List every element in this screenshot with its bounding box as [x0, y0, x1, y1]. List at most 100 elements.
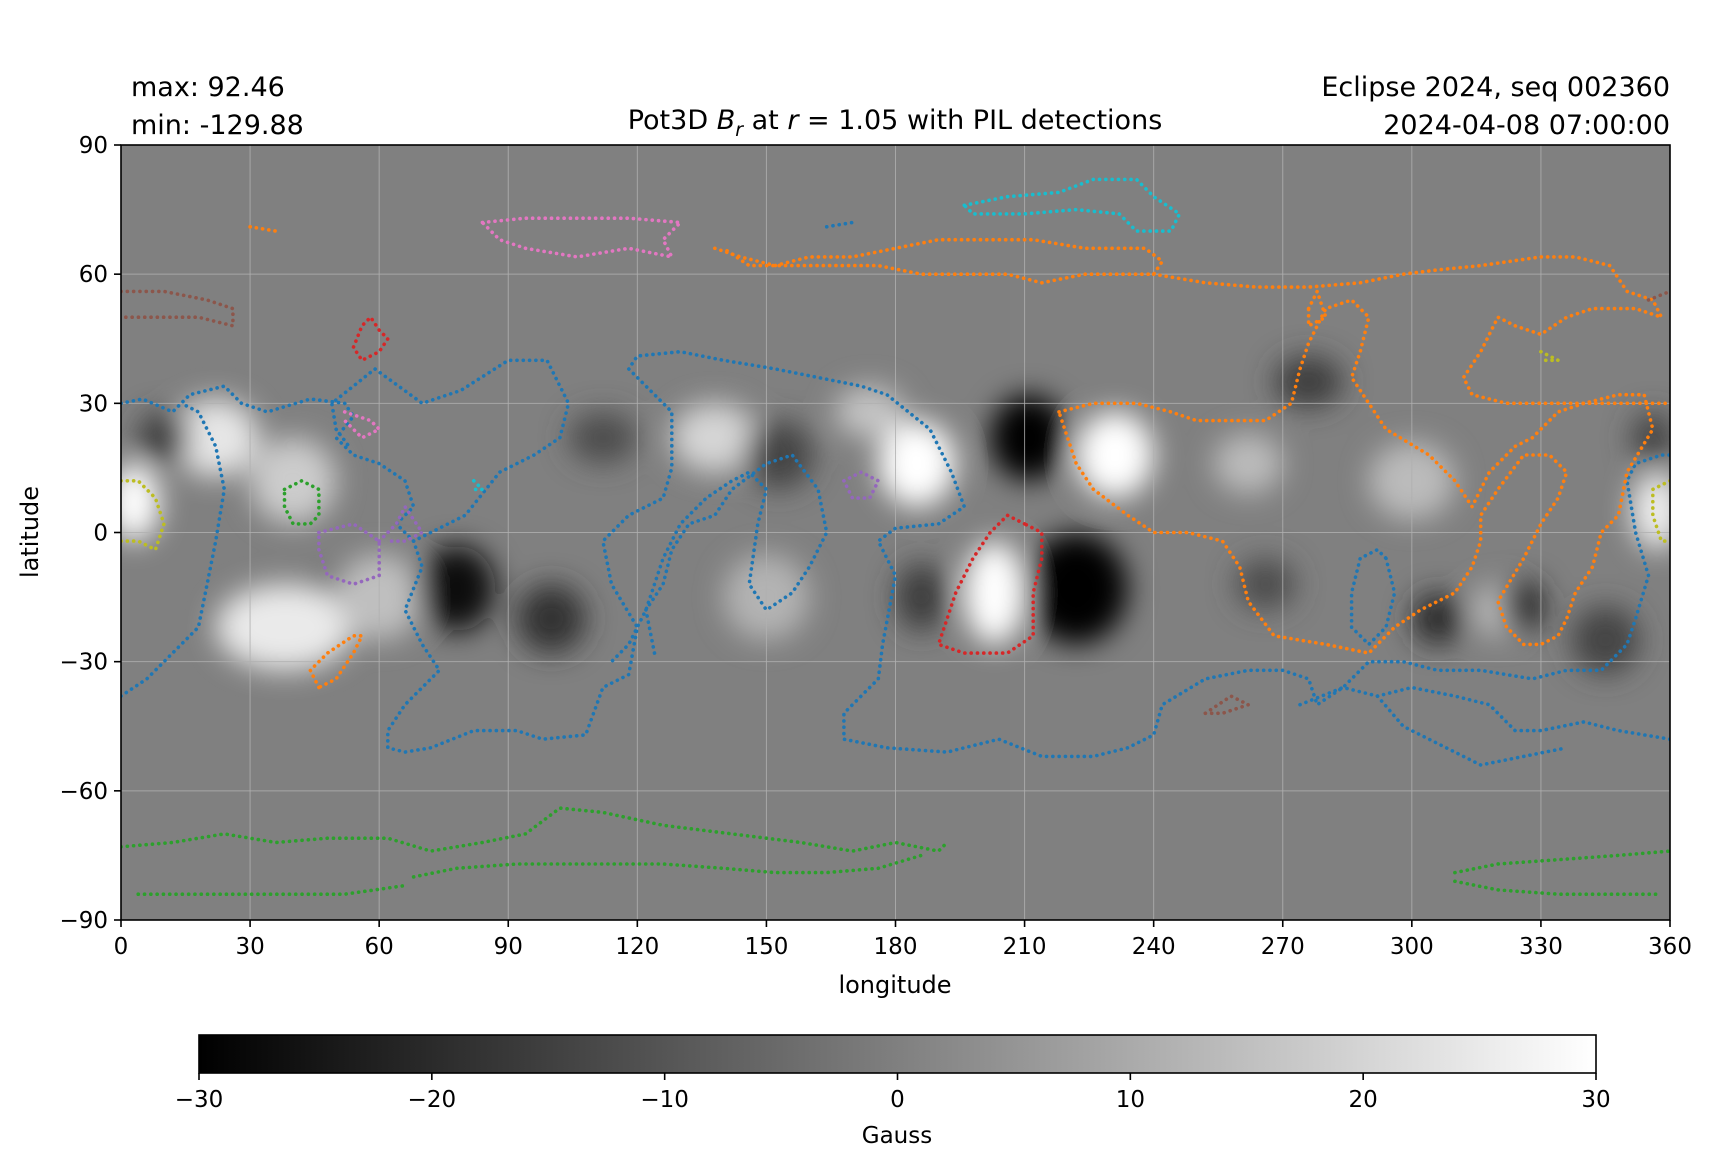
cb-tick-label-3: 0: [890, 1087, 905, 1113]
x-tick-label-1: 30: [235, 934, 264, 960]
pil-contour-9: [1057, 298, 1655, 655]
title-part-4: at: [743, 105, 787, 136]
pil-contour-2: [386, 349, 1670, 759]
field-blob-13: [878, 420, 956, 507]
colorbar-label: Gauss: [862, 1123, 932, 1149]
field-blob-21: [1235, 558, 1296, 611]
pil-contour-3: [609, 453, 829, 664]
field-blob-27: [1571, 605, 1640, 675]
field-blob-26: [1502, 579, 1546, 632]
pil-contour-10: [1306, 289, 1328, 328]
x-tick-label-12: 360: [1648, 934, 1692, 960]
pil-contour-7: [713, 237, 1165, 285]
info-line-2: 2024-04-08 07:00:00: [1383, 110, 1670, 141]
pil-contour-21: [317, 522, 381, 586]
title-part-2: B: [717, 105, 736, 136]
pil-contour-6: [1298, 685, 1569, 767]
pil-contour-20: [936, 513, 1044, 655]
pil-contour-25: [1203, 694, 1251, 716]
field-blob-18: [1024, 532, 1128, 645]
field-blob-28: [1631, 472, 1670, 550]
field-blob-7: [417, 545, 496, 632]
plot-area: [121, 145, 1670, 920]
info-line-1: Eclipse 2024, seq 002360: [1321, 72, 1670, 103]
x-tick-label-5: 150: [744, 934, 788, 960]
field-blob-15: [895, 562, 948, 632]
pil-contour-27: [480, 216, 683, 259]
cb-tick-label-4: 10: [1116, 1087, 1145, 1113]
x-tick-label-3: 90: [494, 934, 523, 960]
pil-contour-12: [248, 225, 278, 233]
field-blob-5: [215, 584, 354, 671]
pil-contour-15: [136, 883, 407, 896]
x-tick-label-4: 120: [615, 934, 659, 960]
field-blob-2: [138, 411, 190, 464]
y-tick-label-1: −60: [59, 779, 108, 805]
x-tick-label-2: 60: [365, 934, 394, 960]
chart-title: Pot3D Br at r = 1.05 with PIL detections: [628, 105, 1163, 141]
field-blob-9: [568, 411, 638, 464]
title-part-6: = 1.05 with PIL detections: [798, 105, 1162, 136]
y-tick-label-0: −90: [59, 908, 108, 934]
field-blob-8: [516, 584, 586, 654]
field-blob-24: [1411, 592, 1464, 645]
min-label: min: -129.88: [131, 110, 304, 141]
pil-contour-5: [1375, 685, 1670, 741]
cb-tick-label-5: 20: [1349, 1087, 1378, 1113]
title-part-3: r: [735, 119, 744, 141]
field-blob-1: [172, 399, 259, 477]
x-tick-label-9: 270: [1261, 934, 1305, 960]
pil-contour-28: [342, 410, 381, 440]
pil-contour-26: [1646, 289, 1670, 302]
cb-tick-label-6: 30: [1581, 1087, 1610, 1113]
x-tick-label-8: 240: [1132, 934, 1176, 960]
pil-contour-13: [121, 806, 949, 853]
colorbar-ticks: −30 −20 −10 0 10 20 30: [175, 1073, 1611, 1113]
x-tick-label-6: 180: [874, 934, 918, 960]
pil-contour-34: [824, 220, 855, 229]
y-axis-label: latitude: [16, 486, 44, 578]
colorbar-gradient: [198, 1034, 1597, 1074]
pil-contour-31: [1539, 349, 1560, 363]
title-part-5: r: [787, 105, 800, 136]
field-blob-19: [1076, 411, 1154, 499]
field-blob-10: [671, 403, 758, 473]
pil-contour-16: [1453, 849, 1670, 875]
field-blob-20: [1213, 433, 1283, 494]
pil-detections: [121, 177, 1670, 896]
pil-contour-24: [121, 289, 235, 328]
y-tick-label-3: 0: [93, 521, 108, 547]
y-tick-label-6: 90: [79, 133, 108, 159]
field-blob-17: [990, 394, 1068, 481]
field-blob-14: [835, 386, 905, 438]
field-blob-0: [121, 463, 160, 542]
pil-contour-4: [1349, 547, 1397, 647]
max-label: max: 92.46: [131, 72, 285, 103]
y-ticks: −90 −60 −30 0 30 60 90: [59, 133, 121, 934]
field-blob-29: [1631, 411, 1670, 464]
pil-contour-33: [472, 479, 485, 492]
pil-contour-29: [121, 479, 166, 552]
x-tick-label-0: 0: [114, 934, 129, 960]
field-blob-11: [744, 420, 814, 490]
pil-contour-14: [411, 853, 924, 879]
pil-contour-32: [962, 177, 1182, 233]
pil-contour-0: [121, 358, 571, 543]
pil-contour-30: [1651, 479, 1670, 543]
pil-contour-22: [377, 504, 424, 543]
cb-tick-label-0: −30: [175, 1087, 224, 1113]
x-tick-label-7: 210: [1003, 934, 1047, 960]
y-tick-label-4: 30: [79, 391, 108, 417]
cb-tick-label-2: −10: [640, 1087, 689, 1113]
field-blob-3: [250, 437, 337, 524]
title-part-1: Pot3D: [628, 105, 717, 136]
y-tick-label-2: −30: [59, 650, 108, 676]
pil-contour-19: [351, 315, 390, 363]
pil-contour-18: [282, 479, 321, 526]
cb-tick-label-1: −20: [408, 1087, 457, 1113]
x-axis-label: longitude: [838, 971, 951, 999]
field-blob-22: [1274, 355, 1343, 408]
colorbar: −30 −20 −10 0 10 20 30 Gauss: [175, 1034, 1611, 1149]
pil-contour-1: [121, 401, 227, 698]
